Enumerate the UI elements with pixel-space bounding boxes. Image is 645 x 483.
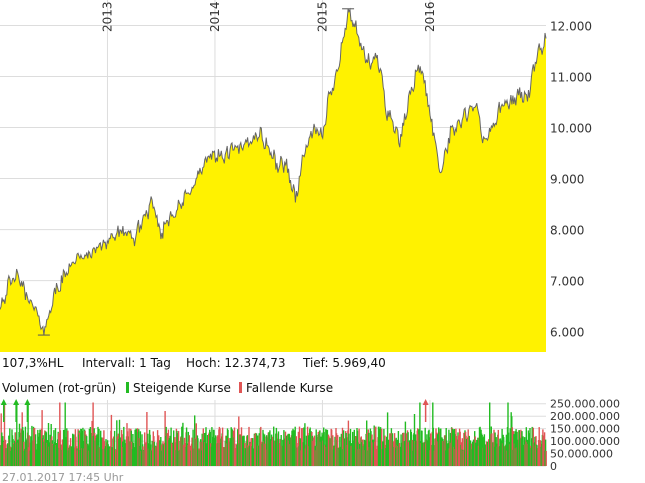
volume-bar-30 xyxy=(16,402,18,466)
volume-bar-682 xyxy=(366,432,368,466)
volume-bar-212 xyxy=(113,430,116,466)
price-line xyxy=(0,7,547,336)
volume-bar-764 xyxy=(410,432,412,466)
price-tick-label-4: 10.000 xyxy=(550,122,592,136)
volume-bar-339 xyxy=(182,422,184,466)
interval-info: Intervall: 1 Tag xyxy=(82,356,171,370)
volume-bar-294 xyxy=(158,435,160,466)
volume-tick-label-5: 250.000.000 xyxy=(550,398,620,411)
volume-bar-272 xyxy=(146,412,148,466)
volume-bar-167 xyxy=(89,427,92,466)
volume-bar-58 xyxy=(31,425,33,466)
price-tick-label-2: 8.000 xyxy=(550,224,584,238)
price-axis: 6.000 7.000 8.000 9.000 10.000 11.000 12.000 xyxy=(550,20,592,340)
volume-bar-910 xyxy=(489,402,491,466)
volume-bar-770 xyxy=(413,414,416,466)
volume-bar-636 xyxy=(341,427,344,466)
volume-bar-776 xyxy=(417,428,419,466)
price-tick-label-0: 6.000 xyxy=(550,326,584,340)
volume-bar-952 xyxy=(511,427,513,466)
year-label-2016: 2016 xyxy=(423,1,437,32)
info-bar: 107,3%HL Intervall: 1 Tag Hoch: 12.374,7… xyxy=(2,356,386,370)
price-area xyxy=(0,7,547,353)
volume-bar-720 xyxy=(386,412,389,466)
volume-bar-147 xyxy=(79,432,81,466)
volume-marker-0 xyxy=(0,399,7,405)
volume-marker-1 xyxy=(13,399,20,405)
volume-bar-120 xyxy=(64,402,66,466)
volume-bar-655 xyxy=(352,431,354,466)
volume-bar-713 xyxy=(383,428,385,466)
falling-label: Fallende Kurse xyxy=(246,381,333,395)
volume-bar-260 xyxy=(139,431,142,466)
low-info: Tief: 5.969,40 xyxy=(302,356,386,370)
volume-title: Volumen (rot-grün) xyxy=(2,381,116,395)
volume-bar-125 xyxy=(67,430,69,466)
high-low-markers xyxy=(37,8,355,336)
rising-label: Steigende Kurse xyxy=(133,381,231,395)
volume-bar-89 xyxy=(47,423,50,466)
volume-axis: 050.000.000100.000.000150.000.000200.000… xyxy=(550,398,620,473)
volume-bar-564 xyxy=(303,427,305,466)
year-label-2015: 2015 xyxy=(315,1,329,32)
volume-bar-443 xyxy=(238,416,240,466)
volume-bar-413 xyxy=(221,427,224,466)
volume-bar-1015 xyxy=(545,450,547,466)
volume-markers xyxy=(0,399,429,422)
volume-bar-780 xyxy=(419,402,421,466)
volume-bar-172 xyxy=(92,402,94,466)
volume-tick-label-4: 200.000.000 xyxy=(550,410,620,423)
volume-bar-729 xyxy=(391,433,394,466)
year-label-2013: 2013 xyxy=(100,1,114,32)
range-info: 107,3%HL xyxy=(2,356,64,370)
falling-swatch xyxy=(239,382,242,393)
volume-bar-63 xyxy=(33,427,36,466)
price-tick-label-3: 9.000 xyxy=(550,173,584,187)
volume-bar-608 xyxy=(326,430,329,466)
timestamp: 27.01.2017 17:45 Uhr xyxy=(2,471,124,483)
volume-bar-698 xyxy=(375,426,377,466)
volume-bar-941 xyxy=(505,434,508,466)
year-label-2014: 2014 xyxy=(208,1,222,32)
price-tick-label-1: 7.000 xyxy=(550,275,584,289)
rising-swatch xyxy=(126,382,129,393)
volume-bar-501 xyxy=(269,430,271,466)
volume-bar-709 xyxy=(381,428,383,466)
volume-bar-221 xyxy=(118,419,121,466)
volume-bar-358 xyxy=(192,429,194,466)
price-tick-label-5: 11.000 xyxy=(550,71,592,85)
volume-bar-862 xyxy=(463,432,465,466)
price-area-fill xyxy=(0,8,546,353)
volume-bar-206 xyxy=(110,414,113,466)
volume-marker-2 xyxy=(24,399,31,405)
volume-bars xyxy=(0,402,547,466)
volume-bar-7 xyxy=(3,402,6,466)
volume-bar-393 xyxy=(211,427,213,466)
volume-tick-label-1: 50.000.000 xyxy=(550,448,613,461)
volume-bar-331 xyxy=(177,430,180,466)
price-tick-label-6: 12.000 xyxy=(550,20,592,34)
volume-bar-740 xyxy=(397,431,400,466)
volume-marker-3 xyxy=(422,399,429,405)
volume-bar-1012 xyxy=(543,432,546,466)
volume-legend: Volumen (rot-grün) Steigende Kurse Falle… xyxy=(2,381,333,395)
high-info: Hoch: 12.374,73 xyxy=(186,356,286,370)
volume-bar-517 xyxy=(277,431,280,466)
volume-bar-51 xyxy=(27,402,29,466)
volume-tick-label-2: 100.000.000 xyxy=(550,435,620,448)
volume-bar-834 xyxy=(448,429,450,466)
year-labels: 2013 2014 2015 2016 xyxy=(100,1,436,32)
volume-bar-435 xyxy=(233,427,236,466)
volume-tick-label-0: 0 xyxy=(550,460,557,473)
volume-bar-664 xyxy=(356,430,359,466)
volume-bar-150 xyxy=(80,429,82,466)
volume-bar-844 xyxy=(453,429,455,466)
volume-tick-label-3: 150.000.000 xyxy=(550,423,620,436)
volume-bar-566 xyxy=(304,423,306,466)
volume-bar-948 xyxy=(509,428,511,466)
